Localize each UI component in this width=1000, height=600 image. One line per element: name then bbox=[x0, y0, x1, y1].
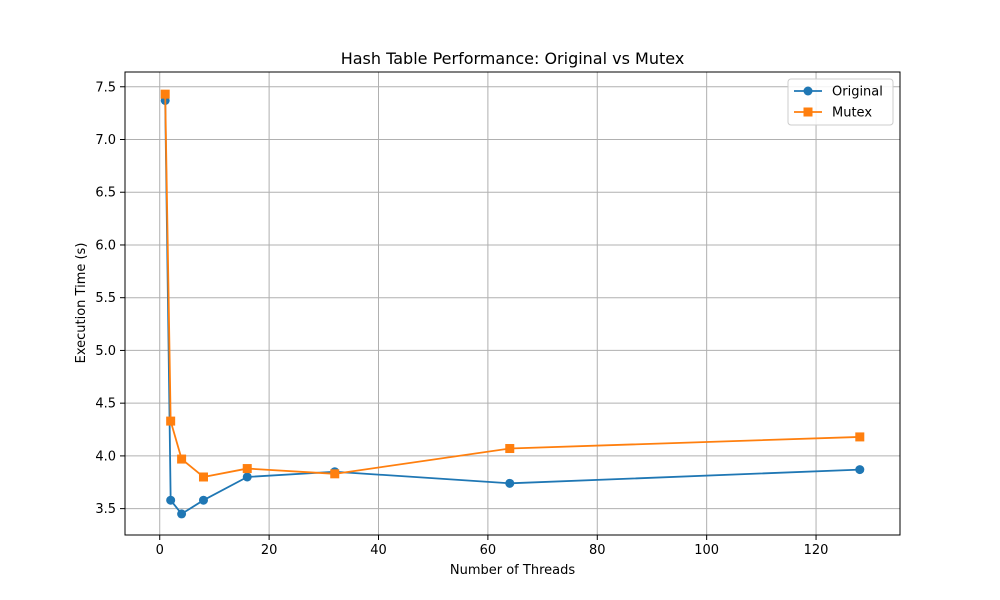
x-axis-label: Number of Threads bbox=[450, 563, 575, 578]
data-point-mutex bbox=[505, 444, 515, 454]
y-tick-label: 7.0 bbox=[95, 133, 116, 148]
y-tick-label: 6.5 bbox=[95, 186, 116, 201]
data-point-mutex bbox=[855, 432, 865, 442]
x-axis-ticks: 0 20 40 60 80 100 120 bbox=[156, 535, 829, 558]
x-tick-label: 120 bbox=[804, 543, 829, 558]
x-tick-label: 20 bbox=[261, 543, 278, 558]
plot-frame bbox=[124, 71, 901, 536]
data-point-original bbox=[198, 495, 208, 505]
data-point-mutex bbox=[198, 472, 208, 482]
data-point-mutex bbox=[242, 464, 252, 474]
x-tick-label: 60 bbox=[480, 543, 497, 558]
legend: Original Mutex bbox=[787, 78, 894, 126]
series-mutex bbox=[160, 89, 865, 482]
x-tick-label: 80 bbox=[589, 543, 606, 558]
legend-label-mutex: Mutex bbox=[832, 106, 872, 121]
data-point-mutex bbox=[160, 89, 170, 99]
legend-marker-mutex bbox=[803, 107, 813, 117]
data-point-original bbox=[166, 495, 176, 505]
data-point-mutex bbox=[166, 416, 176, 426]
data-point-mutex bbox=[177, 454, 187, 464]
y-tick-label: 3.5 bbox=[95, 502, 116, 517]
x-tick-label: 0 bbox=[156, 543, 164, 558]
y-axis-label: Execution Time (s) bbox=[74, 243, 89, 364]
x-tick-label: 40 bbox=[370, 543, 387, 558]
x-tick-label: 100 bbox=[694, 543, 719, 558]
legend-label-original: Original bbox=[832, 85, 883, 100]
grid-lines bbox=[125, 72, 900, 535]
chart-title: Hash Table Performance: Original vs Mute… bbox=[341, 49, 685, 68]
y-tick-label: 7.5 bbox=[95, 80, 116, 95]
data-point-original bbox=[177, 509, 187, 519]
y-tick-label: 5.0 bbox=[95, 344, 116, 359]
data-point-mutex bbox=[330, 469, 340, 479]
legend-entry-mutex: Mutex bbox=[794, 106, 872, 121]
y-tick-label: 5.5 bbox=[95, 291, 116, 306]
y-tick-label: 4.5 bbox=[95, 397, 116, 412]
series-layer bbox=[160, 89, 865, 519]
y-tick-label: 4.0 bbox=[95, 449, 116, 464]
y-axis-ticks: 3.5 4.0 4.5 5.0 5.5 6.0 6.5 7.0 7.5 bbox=[95, 80, 125, 517]
data-point-original bbox=[242, 472, 252, 482]
y-tick-label: 6.0 bbox=[95, 238, 116, 253]
legend-marker-original bbox=[803, 86, 813, 96]
data-point-original bbox=[855, 465, 865, 475]
series-line-mutex bbox=[164, 94, 860, 478]
data-point-original bbox=[505, 478, 515, 488]
legend-entry-original: Original bbox=[794, 85, 883, 100]
